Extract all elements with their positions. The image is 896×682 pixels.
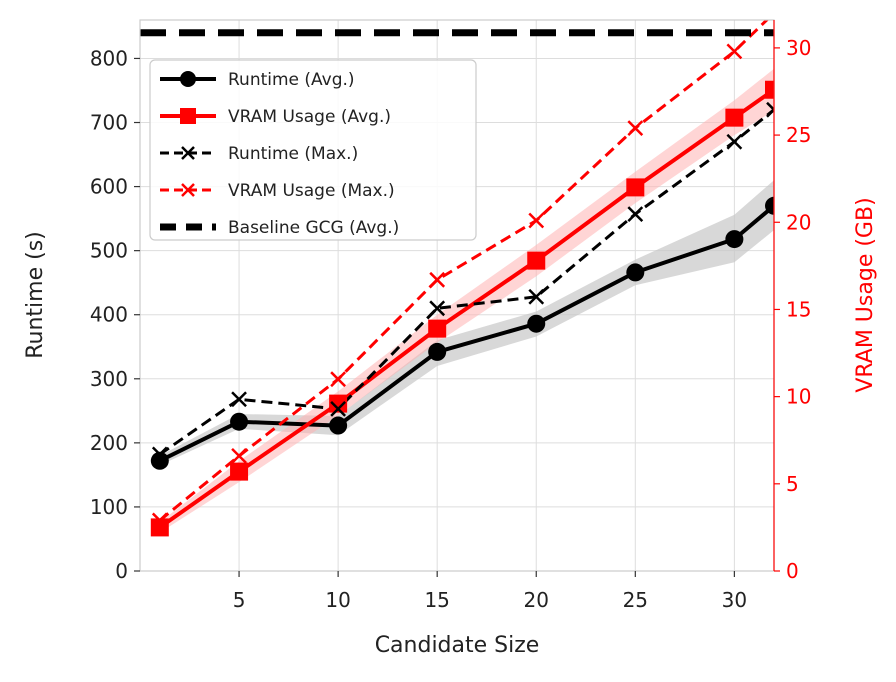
band-0 [159,180,774,466]
legend-item: Runtime (Max.) [160,144,358,164]
y-tick-label: 500 [90,239,128,263]
y2-tick-label: 15 [786,297,811,321]
legend-label: Baseline GCG (Avg.) [228,218,399,238]
y-tick-label: 600 [90,175,128,199]
data-point [626,263,645,282]
data-point [329,394,348,413]
data-point [627,206,644,223]
data-point [626,178,645,197]
data-point [231,391,247,408]
legend-frame [149,59,477,241]
legend-item: VRAM Usage (Max.) [160,181,395,201]
x-tick-label: 30 [722,588,747,612]
data-point [428,342,447,361]
bands [159,68,774,533]
data-point [151,446,168,463]
series-line-1 [158,88,774,530]
y-tick-label: 800 [90,46,128,70]
data-point [428,319,447,338]
legend: Runtime (Avg.) VRAM Usage (Avg.) Runtime (… [149,59,477,241]
legend-item: Runtime (Avg.) [160,70,355,90]
legend-label: Runtime (Avg.) [228,70,355,90]
data-point [765,80,774,99]
series-line-3 [158,20,769,522]
band-1 [159,68,774,533]
y-tick-label: 300 [90,367,128,391]
x-tick-label: 20 [524,588,549,612]
legend-item: Baseline GCG (Avg.) [160,218,399,238]
data-point [330,401,347,417]
data-point [150,451,169,470]
data-point [725,108,744,127]
y-tick-label: 0 [115,559,128,583]
series-line-0 [158,204,774,463]
y-axis-label: Runtime (s) [23,231,48,359]
y2-tick-label: 0 [786,559,799,583]
data-point [726,133,743,150]
x-tick-label: 15 [424,588,449,612]
legend-label: VRAM Usage (Max.) [228,181,395,201]
data-point [231,448,247,464]
y2-tick-label: 5 [786,472,799,496]
data-point [429,300,446,317]
data-point [527,251,546,270]
data-point [527,314,546,333]
legend-item: VRAM Usage (Avg.) [160,107,391,127]
data-point [329,416,348,435]
data-point [726,43,743,60]
series-lines [140,20,774,530]
series-markers [150,20,774,537]
data-point [766,20,769,21]
y-tick-label: 700 [90,111,128,135]
x-tick-label: 25 [623,588,648,612]
data-point [151,512,168,529]
data-point [230,462,249,481]
y-tick-label: 400 [90,303,128,327]
y2-tick-label: 25 [786,123,811,147]
data-point [330,371,347,388]
data-point [725,230,744,249]
data-point [528,288,545,305]
data-point [765,196,774,215]
y-tick-label: 100 [90,495,128,519]
x-tick-label: 5 [233,588,246,612]
y2-tick-label: 30 [786,36,811,60]
data-point [230,412,249,431]
data-point [528,212,545,229]
x-axis-label: Candidate Size [375,633,540,658]
y2-tick-label: 20 [786,210,811,234]
y2-axis-label: VRAM Usage (GB) [853,197,878,392]
series-line-2 [158,108,774,456]
legend-label: VRAM Usage (Avg.) [228,107,391,127]
y-tick-label: 200 [90,431,128,455]
data-point [627,120,644,136]
y2-tick-label: 10 [786,385,811,409]
x-tick-label: 10 [325,588,350,612]
data-point [766,101,774,118]
axes: 5 10 15 20 25 3001002003004005006007008000510… [90,20,811,612]
data-point [150,518,169,537]
data-point [429,271,446,288]
legend-label: Runtime (Max.) [228,144,358,164]
